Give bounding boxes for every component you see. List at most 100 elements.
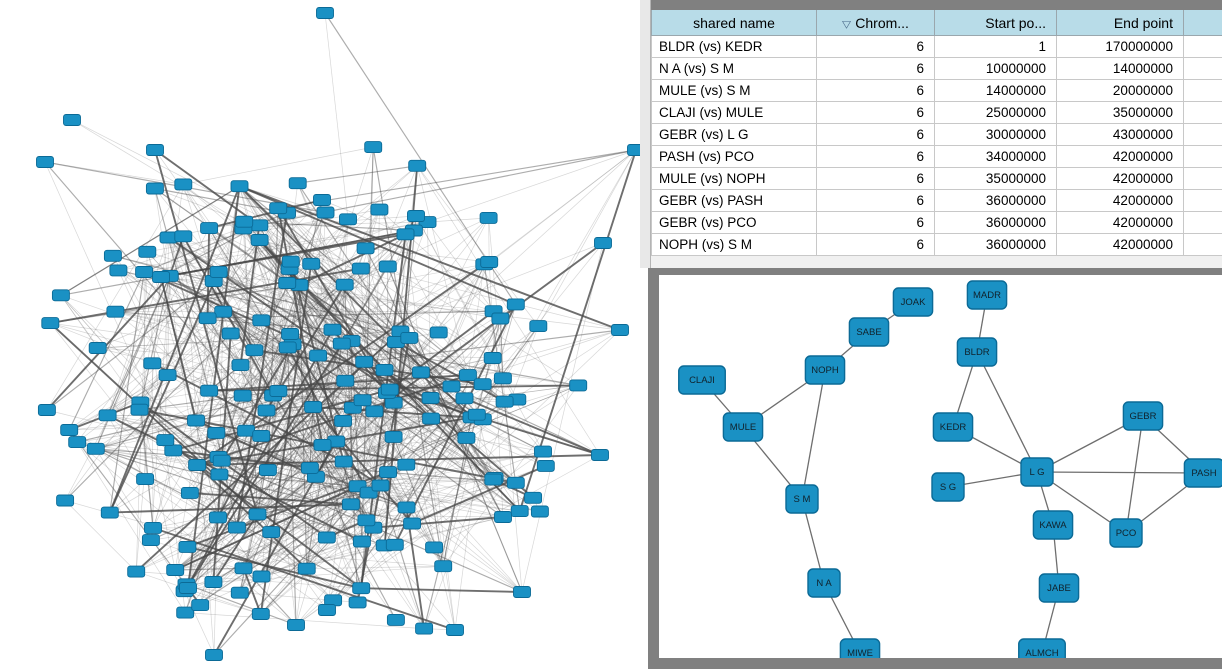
network-node[interactable] (323, 323, 342, 336)
network-node[interactable] (198, 312, 217, 325)
network-node[interactable] (370, 203, 389, 216)
main-network-canvas[interactable] (0, 0, 640, 669)
table-row[interactable]: GEBR (vs) PASH636000000420000008.9 (651, 189, 1222, 212)
network-node[interactable] (143, 357, 162, 370)
network-node[interactable] (86, 442, 105, 455)
network-node[interactable] (446, 624, 464, 636)
network-node[interactable] (136, 473, 155, 486)
network-node[interactable] (230, 586, 249, 599)
network-node[interactable] (384, 396, 403, 409)
network-node[interactable] (187, 414, 205, 427)
network-node[interactable] (341, 498, 360, 511)
network-node[interactable] (166, 564, 185, 576)
network-node[interactable] (60, 424, 79, 436)
network-node[interactable] (231, 359, 250, 372)
network-node[interactable] (281, 255, 300, 268)
table-body[interactable]: BLDR (vs) KEDR61170000000192.0N A (vs) S… (651, 35, 1222, 256)
network-node[interactable] (442, 380, 461, 393)
network-node[interactable]: MIWE (839, 638, 881, 658)
network-node[interactable] (281, 328, 300, 340)
network-node[interactable]: BLDR (956, 337, 998, 367)
network-node[interactable] (138, 245, 157, 258)
network-node[interactable] (141, 534, 160, 547)
table-row[interactable]: PASH (vs) PCO6340000004200000011.4 (651, 145, 1222, 168)
network-node[interactable] (297, 562, 316, 575)
network-node[interactable] (98, 409, 117, 422)
network-node[interactable] (100, 506, 119, 519)
network-node[interactable]: S G (931, 472, 965, 502)
network-node[interactable] (397, 501, 416, 514)
network-node[interactable] (278, 277, 297, 289)
network-node[interactable] (627, 144, 641, 156)
sub-network-nodes[interactable]: CLAJI MULE NOPH SABE JOAK S M N A MIWE MADR BLDR K… (678, 280, 1222, 658)
network-node[interactable] (352, 535, 371, 548)
network-node[interactable] (458, 369, 477, 382)
network-node[interactable] (494, 511, 512, 523)
network-node[interactable] (334, 414, 353, 427)
network-node[interactable] (513, 586, 531, 598)
network-node[interactable] (145, 182, 164, 195)
network-node[interactable] (205, 649, 223, 661)
network-node[interactable] (178, 540, 197, 553)
network-node[interactable] (130, 403, 149, 416)
network-node[interactable] (41, 317, 60, 330)
main-network-view[interactable] (0, 0, 640, 669)
network-node[interactable] (348, 596, 367, 609)
network-node[interactable] (200, 384, 219, 397)
network-node[interactable] (252, 314, 271, 327)
network-node[interactable] (422, 412, 441, 425)
network-node[interactable] (365, 405, 384, 418)
network-node[interactable] (109, 264, 128, 277)
network-node[interactable] (37, 404, 56, 416)
network-node[interactable] (611, 324, 629, 336)
main-network-nodes[interactable] (36, 7, 641, 661)
network-node[interactable] (51, 289, 70, 302)
network-node[interactable] (529, 320, 548, 333)
network-node[interactable] (176, 606, 195, 619)
network-node[interactable] (188, 459, 207, 471)
network-node[interactable] (506, 476, 525, 489)
network-node[interactable] (250, 234, 269, 246)
network-node[interactable] (336, 374, 355, 387)
sub-network-panel[interactable]: CLAJI MULE NOPH SABE JOAK S M N A MIWE MADR BLDR K… (648, 268, 1222, 669)
network-node[interactable] (127, 565, 146, 578)
network-node[interactable] (400, 331, 419, 344)
network-node[interactable] (351, 262, 370, 275)
network-node[interactable] (332, 337, 351, 350)
network-node[interactable]: S M (785, 484, 819, 514)
table-row[interactable]: GEBR (vs) PCO636000000420000008.4 (651, 211, 1222, 234)
network-node[interactable] (257, 404, 276, 417)
sub-network-view[interactable]: CLAJI MULE NOPH SABE JOAK S M N A MIWE MADR BLDR K… (659, 275, 1222, 658)
network-node[interactable] (524, 491, 543, 504)
network-node[interactable] (146, 144, 164, 156)
network-node[interactable] (467, 408, 486, 421)
network-node[interactable] (144, 521, 162, 534)
table-row[interactable]: CLAJI (vs) MULE625000000350000005.9 (651, 101, 1222, 124)
column-header-start-point[interactable]: Start po... (934, 10, 1057, 36)
network-node[interactable] (313, 438, 332, 451)
network-node[interactable] (191, 599, 210, 612)
network-node[interactable] (248, 508, 267, 521)
network-node[interactable] (334, 455, 353, 468)
network-node[interactable] (352, 582, 371, 595)
network-node[interactable] (407, 210, 425, 222)
network-node[interactable] (397, 458, 416, 471)
network-node[interactable] (411, 366, 430, 379)
network-node[interactable] (375, 363, 394, 376)
network-node[interactable] (230, 180, 249, 193)
column-header-genetic[interactable]: Genetic... (1183, 10, 1222, 36)
network-node[interactable] (457, 431, 476, 444)
network-node[interactable]: JOAK (892, 287, 934, 317)
network-node[interactable] (210, 468, 229, 481)
column-header-chromosome[interactable]: ▽ Chrom... (816, 10, 935, 36)
network-node[interactable] (288, 177, 307, 190)
network-node[interactable] (106, 305, 125, 318)
network-node[interactable] (480, 256, 499, 268)
column-header-shared-name[interactable]: shared name (651, 10, 817, 36)
network-node[interactable] (252, 570, 271, 583)
network-node[interactable]: L G (1020, 457, 1054, 487)
network-node[interactable] (384, 430, 403, 443)
network-node[interactable] (380, 383, 399, 396)
data-table-panel[interactable]: shared name ▽ Chrom... Start po... End po… (640, 0, 1222, 268)
network-node[interactable] (364, 141, 383, 154)
